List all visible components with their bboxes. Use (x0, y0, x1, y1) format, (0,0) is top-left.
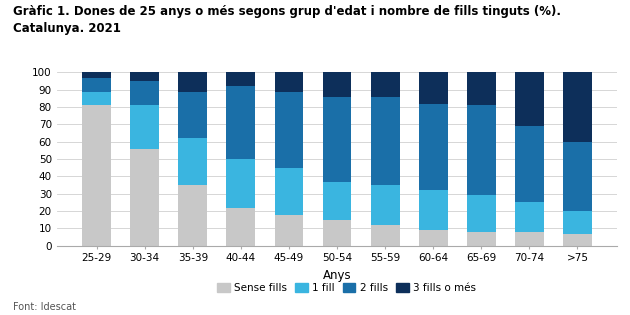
Bar (130, 81, 159, 105)
Legend: Sense fills, 1 fill, 2 fills, 3 fills o més: Sense fills, 1 fill, 2 fills, 3 fills o … (213, 279, 480, 297)
Bar (563, 211, 592, 234)
Bar (226, 86, 255, 159)
Bar (515, 126, 544, 203)
Bar (275, 215, 304, 246)
Bar (563, 142, 592, 211)
Bar (178, 185, 207, 246)
Bar (370, 97, 399, 185)
Bar (82, 105, 111, 246)
Bar (419, 190, 448, 230)
Bar (515, 232, 544, 246)
Bar (82, 77, 111, 91)
Bar (370, 185, 399, 225)
Bar (323, 72, 352, 97)
Bar (419, 230, 448, 246)
Bar (275, 92, 304, 168)
Bar (226, 72, 255, 86)
Bar (370, 225, 399, 246)
Bar (178, 92, 207, 138)
Bar (563, 234, 592, 246)
Text: Catalunya. 2021: Catalunya. 2021 (13, 22, 120, 35)
Bar (275, 72, 304, 91)
Bar (467, 195, 496, 232)
Bar (323, 181, 352, 220)
Bar (130, 72, 159, 81)
Bar (419, 72, 448, 104)
Bar (130, 105, 159, 149)
Bar (178, 138, 207, 185)
Bar (82, 72, 111, 78)
X-axis label: Anys: Anys (323, 269, 352, 282)
Bar (323, 220, 352, 246)
Bar (82, 91, 111, 105)
Bar (275, 168, 304, 215)
Bar (515, 72, 544, 126)
Bar (563, 72, 592, 142)
Text: Gràfic 1. Dones de 25 anys o més segons grup d'edat i nombre de fills tinguts (%: Gràfic 1. Dones de 25 anys o més segons … (13, 5, 561, 18)
Bar (370, 72, 399, 97)
Bar (467, 105, 496, 195)
Bar (467, 232, 496, 246)
Bar (467, 72, 496, 105)
Bar (226, 159, 255, 208)
Bar (226, 208, 255, 246)
Text: Font: Idescat: Font: Idescat (13, 302, 76, 312)
Bar (130, 149, 159, 246)
Bar (515, 203, 544, 232)
Bar (178, 72, 207, 91)
Bar (323, 97, 352, 181)
Bar (419, 104, 448, 190)
